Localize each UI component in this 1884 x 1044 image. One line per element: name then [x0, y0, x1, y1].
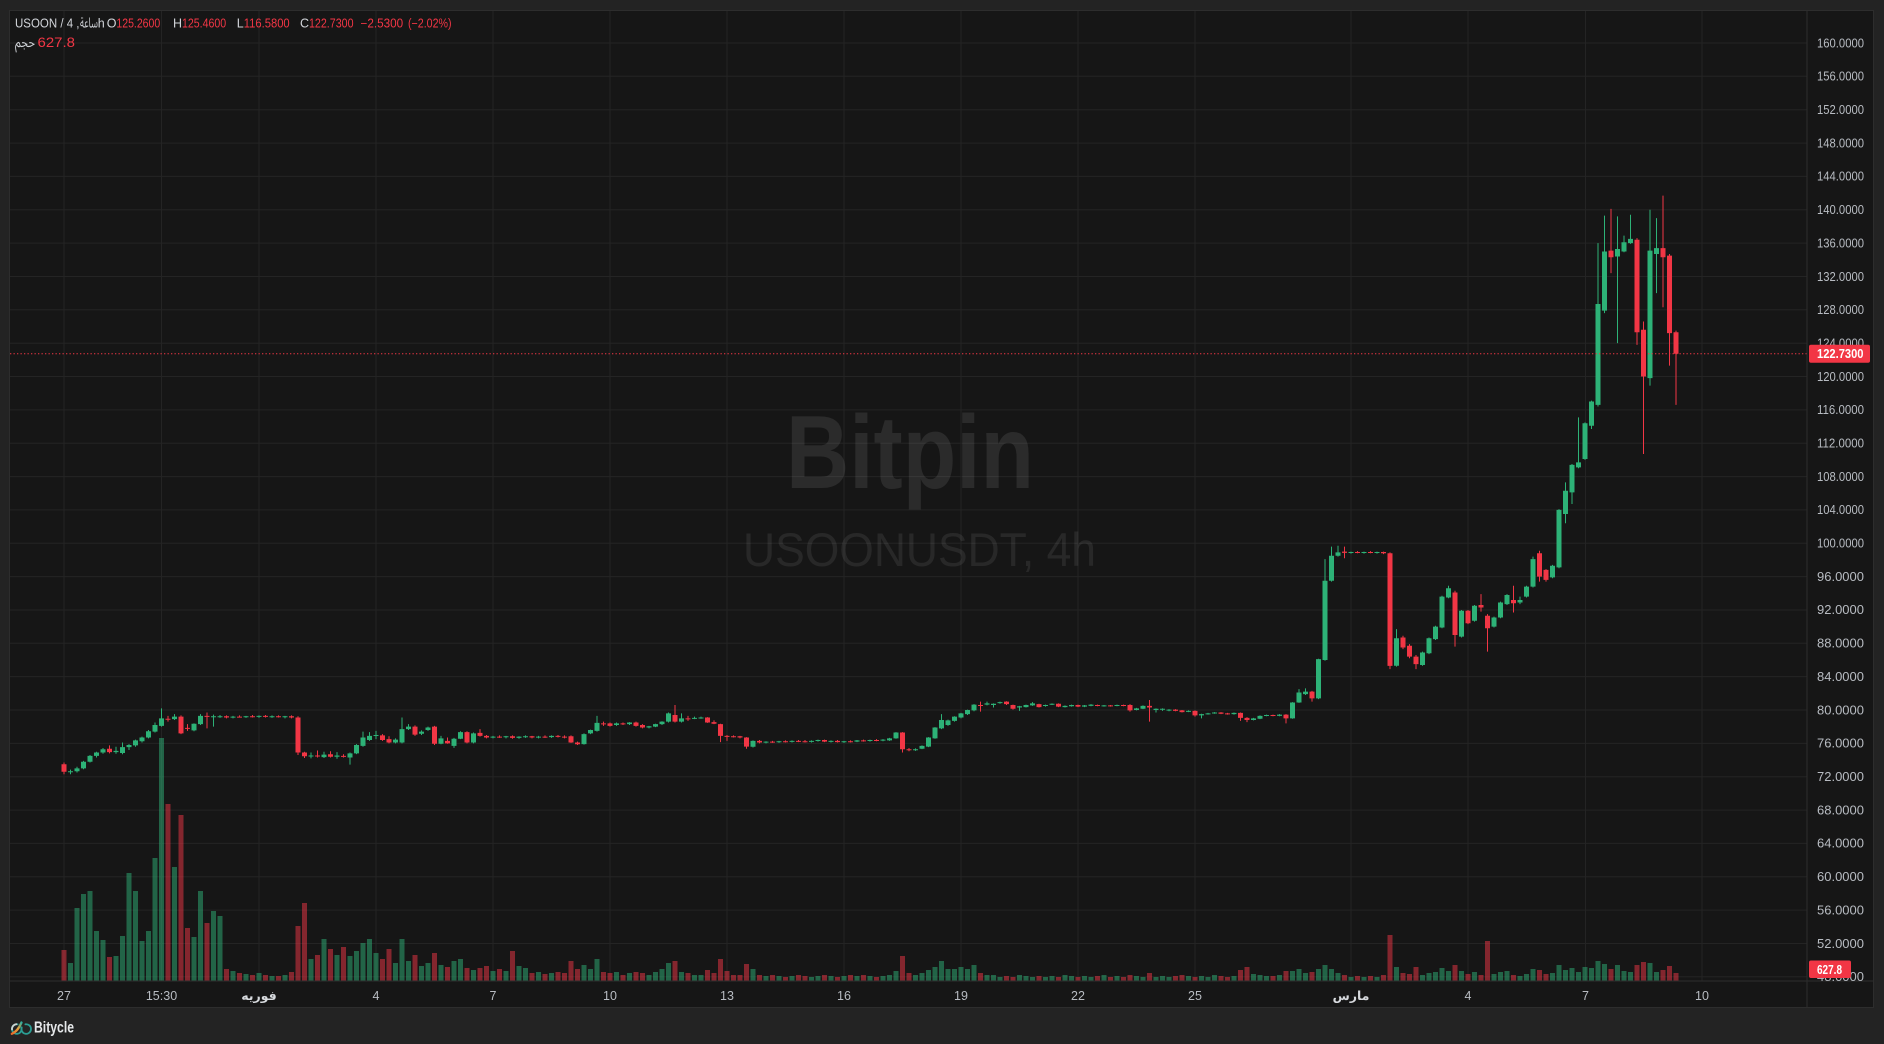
svg-text:68.0000: 68.0000	[1817, 803, 1864, 817]
svg-text:22: 22	[1071, 989, 1085, 1003]
svg-text:84.0000: 84.0000	[1817, 670, 1864, 684]
svg-text:108.0000: 108.0000	[1817, 470, 1864, 484]
svg-text:13: 13	[720, 989, 734, 1003]
svg-text:−2.5300: −2.5300	[361, 17, 404, 31]
svg-text:112.0000: 112.0000	[1817, 437, 1864, 451]
svg-text:627.8: 627.8	[1817, 963, 1842, 977]
svg-text:116.0000: 116.0000	[1817, 403, 1864, 417]
svg-text:96.0000: 96.0000	[1817, 570, 1864, 584]
svg-text:L: L	[237, 17, 244, 31]
svg-text:C: C	[300, 17, 309, 31]
svg-text:4: 4	[373, 989, 380, 1003]
svg-text:10: 10	[1695, 989, 1709, 1003]
svg-text:h: h	[98, 17, 105, 31]
svg-text:156.0000: 156.0000	[1817, 70, 1864, 84]
svg-text:27: 27	[57, 989, 71, 1003]
svg-text:80.0000: 80.0000	[1817, 703, 1864, 717]
svg-text:152.0000: 152.0000	[1817, 103, 1864, 117]
svg-text:128.0000: 128.0000	[1817, 303, 1864, 317]
svg-text:88.0000: 88.0000	[1817, 637, 1864, 651]
svg-text:76.0000: 76.0000	[1817, 737, 1864, 751]
svg-text:O: O	[107, 17, 117, 31]
svg-text:15:30: 15:30	[146, 989, 177, 1003]
svg-text:116.5800: 116.5800	[244, 17, 290, 31]
svg-text:72.0000: 72.0000	[1817, 770, 1864, 784]
svg-text:125.4600: 125.4600	[182, 17, 226, 31]
svg-text:56.0000: 56.0000	[1817, 903, 1864, 917]
svg-text:7: 7	[490, 989, 497, 1003]
svg-text:60.0000: 60.0000	[1817, 870, 1864, 884]
svg-text:64.0000: 64.0000	[1817, 837, 1864, 851]
svg-text:16: 16	[837, 989, 851, 1003]
svg-text:(−2.02%): (−2.02%)	[408, 17, 452, 31]
svg-text:H: H	[173, 17, 182, 31]
svg-text:4: 4	[1465, 989, 1472, 1003]
svg-text:92.0000: 92.0000	[1817, 603, 1864, 617]
svg-text:627.8: 627.8	[38, 35, 76, 50]
svg-text:120.0000: 120.0000	[1817, 370, 1864, 384]
svg-text:52.0000: 52.0000	[1817, 937, 1864, 951]
svg-text:122.7300: 122.7300	[1817, 347, 1864, 361]
svg-text:148.0000: 148.0000	[1817, 136, 1864, 150]
svg-text:104.0000: 104.0000	[1817, 503, 1864, 517]
svg-text:132.0000: 132.0000	[1817, 270, 1864, 284]
svg-text:Bitpin: Bitpin	[786, 395, 1034, 511]
svg-text:160.0000: 160.0000	[1817, 36, 1864, 50]
svg-text:USOON / 4 ,: USOON / 4 ,	[15, 16, 80, 31]
svg-text:144.0000: 144.0000	[1817, 170, 1864, 184]
svg-text:Bitycle: Bitycle	[34, 1020, 74, 1037]
svg-text:19: 19	[954, 989, 968, 1003]
svg-text:122.7300: 122.7300	[309, 17, 354, 31]
svg-text:USOONUSDT, 4h: USOONUSDT, 4h	[743, 523, 1096, 576]
svg-text:125.2600: 125.2600	[116, 17, 160, 31]
svg-text:10: 10	[603, 989, 617, 1003]
svg-text:25: 25	[1188, 989, 1202, 1003]
svg-text:140.0000: 140.0000	[1817, 203, 1864, 217]
svg-text:7: 7	[1582, 989, 1589, 1003]
svg-text:100.0000: 100.0000	[1817, 537, 1864, 551]
svg-text:136.0000: 136.0000	[1817, 236, 1864, 250]
